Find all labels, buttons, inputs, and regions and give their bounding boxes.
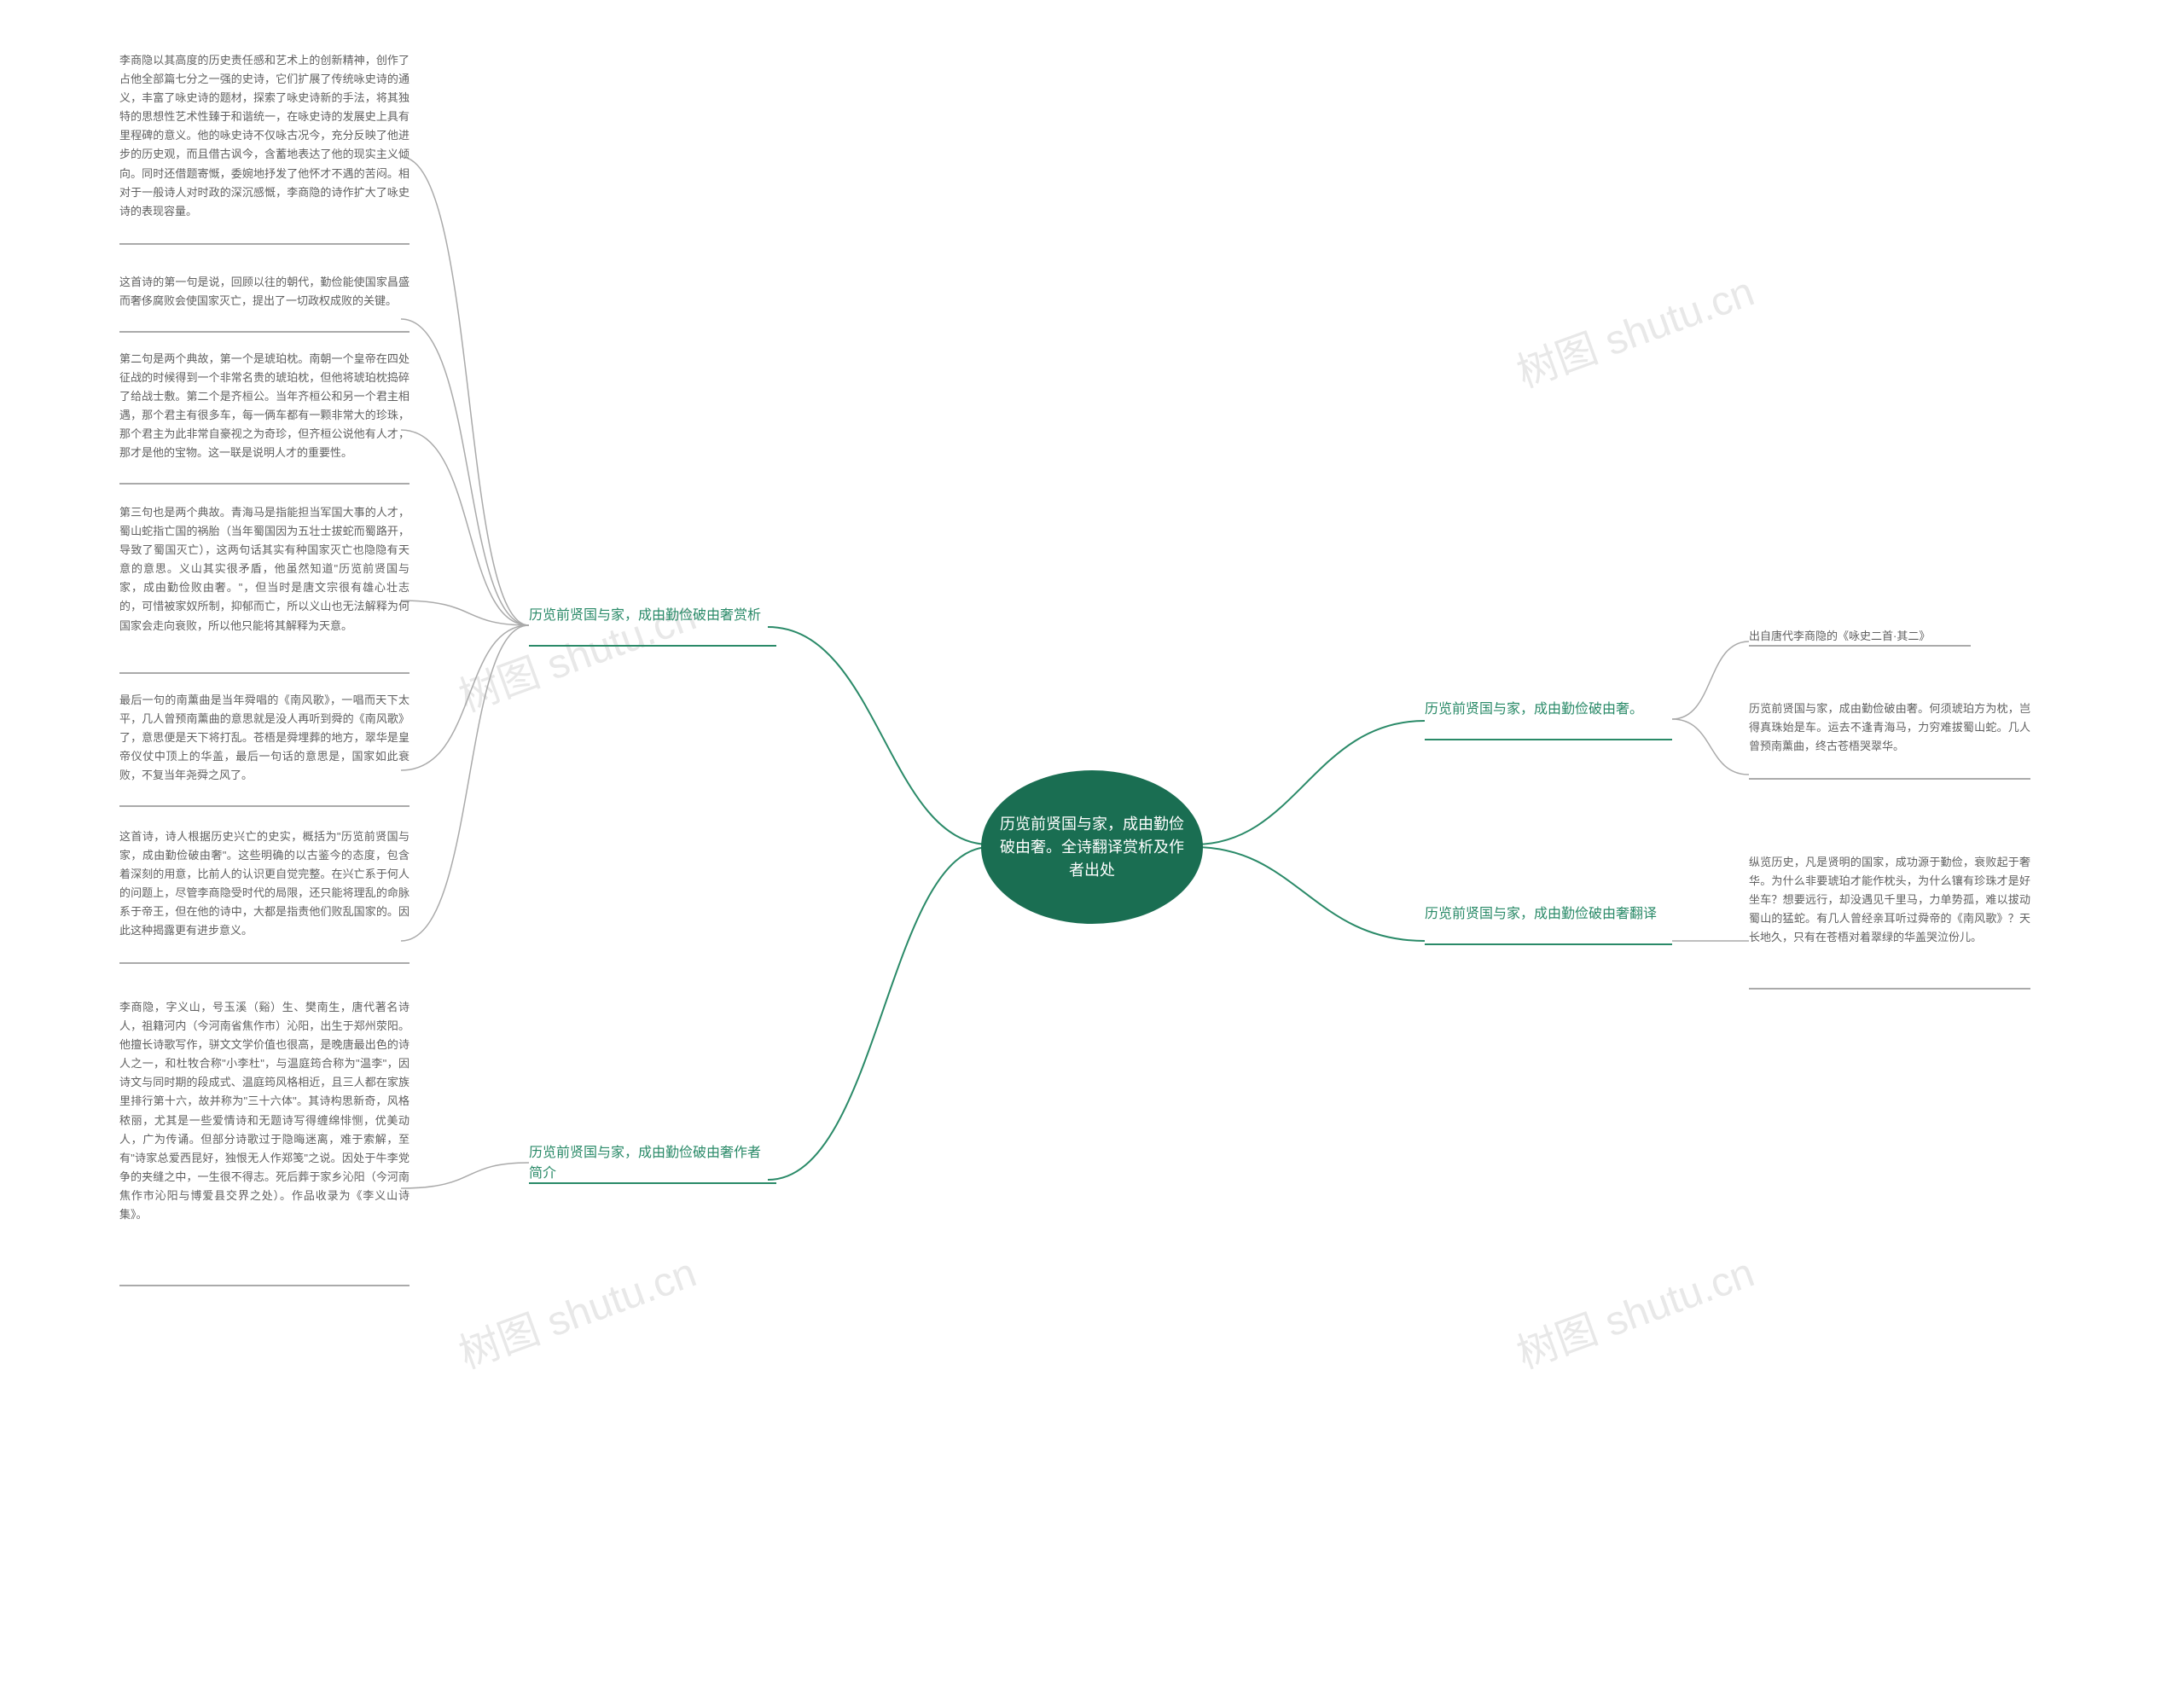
- leaf-underline: [119, 805, 410, 807]
- branch-underline: [1425, 943, 1672, 945]
- leaf-node: 李商隐以其高度的历史责任感和艺术上的创新精神，创作了占他全部篇七分之一强的史诗，…: [119, 51, 410, 221]
- branch-underline: [1425, 739, 1672, 740]
- leaf-node: 这首诗的第一句是说，回顾以往的朝代，勤俭能使国家昌盛而奢侈腐败会使国家灭亡，提出…: [119, 273, 410, 311]
- branch-node: 历览前贤国与家，成由勤俭破由奢赏析: [529, 606, 768, 626]
- leaf-underline: [119, 243, 410, 245]
- connector-line: [401, 1163, 537, 1197]
- leaf-underline: [1749, 988, 2030, 990]
- connector-line: [1672, 638, 1757, 723]
- leaf-node: 出自唐代李商隐的《咏史二首·其二》: [1749, 627, 1971, 646]
- leaf-underline: [119, 962, 410, 964]
- connector-line: [768, 623, 998, 853]
- leaf-node: 最后一句的南薰曲是当年舜唱的《南风歌》，一唱而天下太平，几人曾预南薰曲的意思就是…: [119, 691, 410, 785]
- leaf-underline: [119, 331, 410, 333]
- leaf-node: 这首诗，诗人根据历史兴亡的史实，概括为"历览前贤国与家，成由勤俭破由奢"。这些明…: [119, 827, 410, 941]
- leaf-underline: [119, 483, 410, 485]
- watermark: 树图 shutu.cn: [1507, 258, 1761, 398]
- leaf-node: 李商隐，字义山，号玉溪（谿）生、樊南生，唐代著名诗人，祖籍河内（今河南省焦作市）…: [119, 998, 410, 1224]
- connector-line: [768, 847, 998, 1188]
- leaf-node: 历览前贤国与家，成由勤俭破由奢。何须琥珀方为枕，岂得真珠始是车。运去不逢青海马，…: [1749, 699, 2030, 756]
- connector-line: [1672, 719, 1757, 787]
- branch-underline: [529, 645, 776, 647]
- leaf-node: 第三句也是两个典故。青海马是指能担当军国大事的人才，蜀山蛇指亡国的祸胎（当年蜀国…: [119, 503, 410, 636]
- connector-line: [1672, 924, 1757, 958]
- leaf-node: 纵览历史，凡是贤明的国家，成功源于勤俭，衰败起于奢华。为什么非要琥珀才能作枕头，…: [1749, 853, 2030, 947]
- connector-line: [401, 625, 537, 949]
- branch-node: 历览前贤国与家，成由勤俭破由奢翻译: [1425, 904, 1664, 925]
- branch-node: 历览前贤国与家，成由勤俭破由奢作者简介: [529, 1143, 768, 1184]
- watermark: 树图 shutu.cn: [1507, 1239, 1761, 1379]
- connector-line: [1194, 717, 1433, 853]
- watermark: 树图 shutu.cn: [450, 1239, 703, 1379]
- connector-line: [1194, 847, 1433, 949]
- center-label: 历览前贤国与家，成由勤俭破由奢。全诗翻译赏析及作者出处: [998, 813, 1186, 882]
- leaf-underline: [119, 1285, 410, 1286]
- mindmap-center: 历览前贤国与家，成由勤俭破由奢。全诗翻译赏析及作者出处: [981, 770, 1203, 924]
- branch-node: 历览前贤国与家，成由勤俭破由奢。: [1425, 699, 1664, 720]
- leaf-underline: [1749, 778, 2030, 780]
- leaf-underline: [119, 672, 410, 674]
- leaf-node: 第二句是两个典故，第一个是琥珀枕。南朝一个皇帝在四处征战的时候得到一个非常名贵的…: [119, 350, 410, 463]
